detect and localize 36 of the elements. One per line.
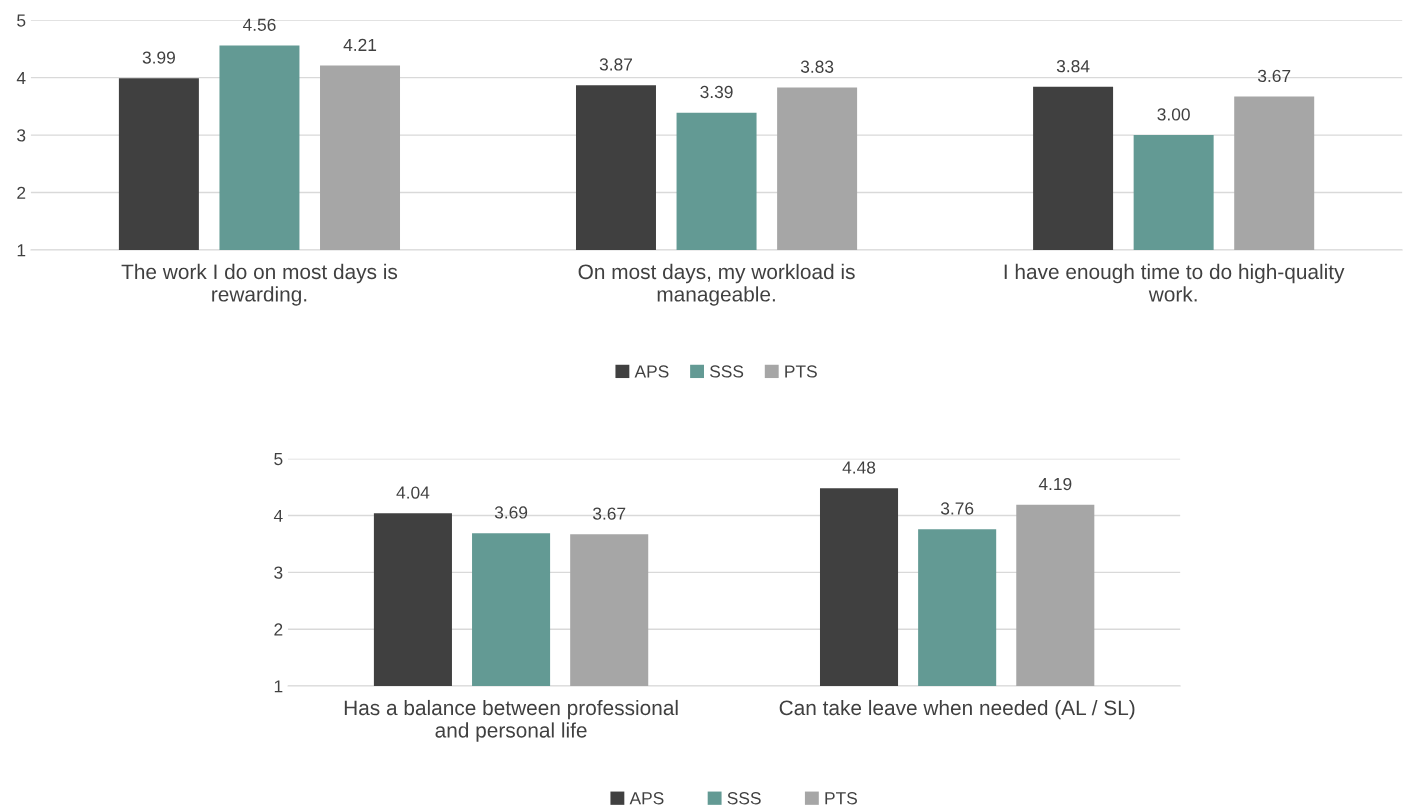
x-tick-label: Can take leave when needed (AL / SL) bbox=[779, 699, 1135, 720]
y-tick-label: 3 bbox=[274, 566, 283, 579]
data-label: 3.99 bbox=[142, 51, 175, 64]
y-tick-label: 3 bbox=[17, 129, 26, 142]
data-label: 4.21 bbox=[343, 38, 377, 51]
data-label: 3.84 bbox=[1056, 60, 1090, 73]
x-tick-label: The work I do on most days is rewarding. bbox=[121, 263, 398, 306]
x-tick-label: On most days, my workload is manageable. bbox=[578, 263, 855, 306]
data-label: 3.76 bbox=[940, 502, 974, 515]
data-label: 3.87 bbox=[599, 58, 633, 71]
legend-label: PTS bbox=[785, 365, 817, 378]
data-label: 4.04 bbox=[396, 486, 430, 499]
y-tick-label: 5 bbox=[17, 14, 26, 27]
y-tick-label: 2 bbox=[274, 623, 283, 636]
y-tick-label: 2 bbox=[17, 186, 26, 199]
y-tick-label: 4 bbox=[273, 509, 283, 522]
data-label: 3.67 bbox=[592, 507, 626, 520]
data-label: 3.39 bbox=[700, 85, 733, 99]
legend-label: APS bbox=[634, 365, 669, 378]
y-tick-label: 4 bbox=[16, 72, 26, 84]
data-label: 3.83 bbox=[800, 60, 834, 73]
y-tick-label: 1 bbox=[17, 244, 26, 257]
y-tick-label: 5 bbox=[274, 453, 283, 466]
x-tick-label: Has a balance between professional and personal life bbox=[344, 699, 678, 742]
data-label: 3.69 bbox=[494, 506, 528, 519]
x-tick-label: I have enough time to do high-quality work. bbox=[1004, 263, 1345, 302]
data-label: 4.48 bbox=[842, 461, 876, 474]
y-tick-label: 1 bbox=[274, 680, 283, 693]
data-label: 3.00 bbox=[1157, 108, 1190, 121]
data-label: 3.67 bbox=[1257, 69, 1291, 83]
legend-label: PTS bbox=[825, 792, 857, 805]
legend-label: APS bbox=[629, 792, 664, 805]
data-label: 4.19 bbox=[1038, 477, 1072, 491]
data-label: 4.56 bbox=[242, 18, 276, 31]
legend-label: SSS bbox=[710, 365, 744, 378]
legend-label: SSS bbox=[727, 792, 761, 805]
